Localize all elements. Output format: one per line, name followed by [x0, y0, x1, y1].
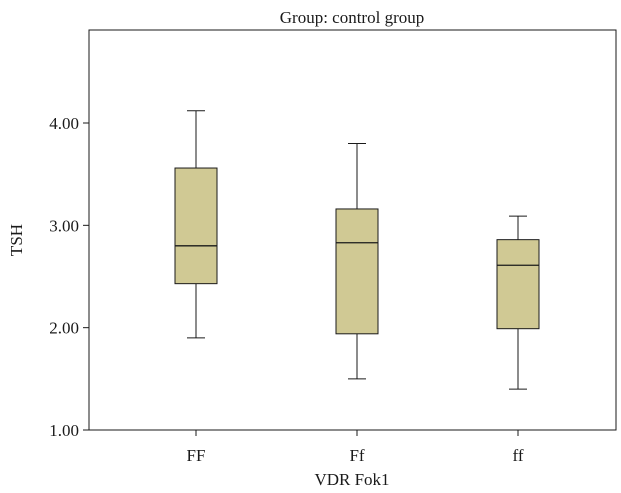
- y-axis-label: TSH: [7, 224, 26, 256]
- y-tick-label: 4.00: [49, 114, 79, 133]
- iqr-box: [335, 208, 379, 335]
- x-axis-label: VDR Fok1: [314, 470, 389, 489]
- chart-title: Group: control group: [280, 8, 424, 27]
- y-tick-label: 1.00: [49, 421, 79, 440]
- y-tick-label: 3.00: [49, 216, 79, 235]
- y-tick-label: 2.00: [49, 319, 79, 338]
- boxes-group: [174, 110, 540, 390]
- iqr-box: [174, 167, 218, 285]
- x-axis: FF Ff ff: [187, 430, 524, 465]
- iqr-box: [496, 239, 540, 330]
- box-ff: [496, 215, 540, 390]
- y-axis: 1.00 2.00 3.00 4.00: [49, 114, 89, 440]
- box-FF: [174, 110, 218, 339]
- x-tick-label: FF: [187, 446, 206, 465]
- x-tick-label: ff: [512, 446, 523, 465]
- x-tick-label: Ff: [349, 446, 364, 465]
- plot-frame: [88, 29, 617, 431]
- box-Ff: [335, 142, 379, 380]
